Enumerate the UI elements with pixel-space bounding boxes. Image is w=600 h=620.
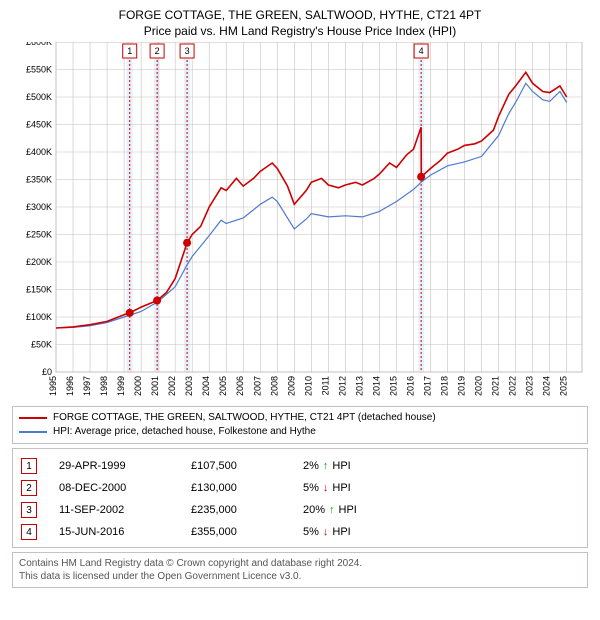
- event-price: £355,000: [191, 526, 281, 538]
- svg-text:2011: 2011: [320, 376, 330, 395]
- svg-text:2020: 2020: [474, 376, 484, 396]
- event-row: 4 15-JUN-2016 £355,000 5% ↓ HPI: [21, 521, 579, 543]
- svg-text:2: 2: [155, 46, 160, 56]
- chart-area: £0 £50K £100K £150K £200K £250K £300K £350K £400…: [10, 42, 590, 402]
- svg-text:3: 3: [185, 46, 190, 56]
- svg-text:2012: 2012: [337, 376, 347, 396]
- diff-arrow-icon: ↓: [323, 526, 329, 538]
- svg-text:2017: 2017: [422, 376, 432, 396]
- svg-text:2001: 2001: [150, 376, 160, 396]
- event-date: 29-APR-1999: [59, 460, 169, 472]
- svg-text:2005: 2005: [218, 376, 228, 396]
- svg-text:2023: 2023: [525, 376, 535, 396]
- diff-arrow-icon: ↓: [323, 482, 329, 494]
- svg-text:2013: 2013: [354, 376, 364, 396]
- svg-text:2007: 2007: [252, 376, 262, 396]
- event-diff: 2% ↑ HPI: [303, 460, 393, 472]
- svg-text:£500K: £500K: [26, 92, 52, 102]
- svg-text:£0: £0: [42, 367, 52, 377]
- footer-line-1: Contains HM Land Registry data © Crown c…: [19, 557, 581, 570]
- legend-box: FORGE COTTAGE, THE GREEN, SALTWOOD, HYTH…: [12, 406, 588, 444]
- event-number-badge: 4: [21, 524, 37, 540]
- svg-text:2019: 2019: [457, 376, 467, 396]
- legend-swatch-property: [19, 417, 47, 419]
- svg-text:2006: 2006: [235, 376, 245, 396]
- svg-text:2002: 2002: [167, 376, 177, 396]
- diff-arrow-icon: ↑: [329, 504, 335, 516]
- svg-text:2024: 2024: [542, 376, 552, 396]
- svg-text:2018: 2018: [440, 376, 450, 396]
- diff-arrow-icon: ↑: [323, 460, 329, 472]
- event-number-badge: 3: [21, 502, 37, 518]
- svg-text:£200K: £200K: [26, 257, 52, 267]
- event-price: £235,000: [191, 504, 281, 516]
- svg-text:1996: 1996: [65, 376, 75, 396]
- svg-text:1999: 1999: [116, 376, 126, 396]
- chart-svg: £0 £50K £100K £150K £200K £250K £300K £350K £400…: [10, 42, 590, 402]
- event-diff: 5% ↓ HPI: [303, 482, 393, 494]
- title-line-1: FORGE COTTAGE, THE GREEN, SALTWOOD, HYTH…: [4, 8, 596, 22]
- event-date: 15-JUN-2016: [59, 526, 169, 538]
- event-row: 3 11-SEP-2002 £235,000 20% ↑ HPI: [21, 499, 579, 521]
- svg-text:£250K: £250K: [26, 230, 52, 240]
- svg-text:1995: 1995: [48, 376, 58, 396]
- legend-row-property: FORGE COTTAGE, THE GREEN, SALTWOOD, HYTH…: [19, 411, 581, 425]
- svg-text:1: 1: [127, 46, 132, 56]
- event-number-badge: 2: [21, 480, 37, 496]
- event-row: 1 29-APR-1999 £107,500 2% ↑ HPI: [21, 455, 579, 477]
- svg-text:2010: 2010: [303, 376, 313, 396]
- legend-label-hpi: HPI: Average price, detached house, Folk…: [53, 425, 316, 439]
- svg-text:£400K: £400K: [26, 147, 52, 157]
- svg-text:£350K: £350K: [26, 175, 52, 185]
- svg-text:£150K: £150K: [26, 285, 52, 295]
- legend-swatch-hpi: [19, 431, 47, 433]
- legend-label-property: FORGE COTTAGE, THE GREEN, SALTWOOD, HYTH…: [53, 411, 436, 425]
- chart-title-block: FORGE COTTAGE, THE GREEN, SALTWOOD, HYTH…: [0, 0, 600, 42]
- svg-text:2000: 2000: [133, 376, 143, 396]
- footer-attribution: Contains HM Land Registry data © Crown c…: [12, 552, 588, 588]
- title-line-2: Price paid vs. HM Land Registry's House …: [4, 24, 596, 38]
- event-diff: 20% ↑ HPI: [303, 504, 393, 516]
- svg-text:4: 4: [419, 46, 424, 56]
- svg-text:2015: 2015: [388, 376, 398, 396]
- svg-text:2025: 2025: [559, 376, 569, 396]
- svg-text:2021: 2021: [491, 376, 501, 396]
- svg-text:2003: 2003: [184, 376, 194, 396]
- svg-text:2004: 2004: [201, 376, 211, 396]
- svg-text:£300K: £300K: [26, 202, 52, 212]
- svg-text:£600K: £600K: [26, 42, 52, 47]
- svg-text:2009: 2009: [286, 376, 296, 396]
- svg-text:1998: 1998: [99, 376, 109, 396]
- event-diff: 5% ↓ HPI: [303, 526, 393, 538]
- event-date: 11-SEP-2002: [59, 504, 169, 516]
- events-table: 1 29-APR-1999 £107,500 2% ↑ HPI 2 08-DEC-2000…: [12, 448, 588, 548]
- svg-text:2016: 2016: [405, 376, 415, 396]
- event-row: 2 08-DEC-2000 £130,000 5% ↓ HPI: [21, 477, 579, 499]
- legend-row-hpi: HPI: Average price, detached house, Folk…: [19, 425, 581, 439]
- svg-text:2022: 2022: [508, 376, 518, 396]
- footer-line-2: This data is licensed under the Open Gov…: [19, 570, 581, 583]
- event-price: £107,500: [191, 460, 281, 472]
- event-number-badge: 1: [21, 458, 37, 474]
- svg-text:£100K: £100K: [26, 312, 52, 322]
- svg-text:1997: 1997: [82, 376, 92, 396]
- svg-text:2014: 2014: [371, 376, 381, 396]
- event-price: £130,000: [191, 482, 281, 494]
- svg-text:£50K: £50K: [31, 340, 52, 350]
- svg-text:£550K: £550K: [26, 65, 52, 75]
- svg-text:£450K: £450K: [26, 120, 52, 130]
- event-date: 08-DEC-2000: [59, 482, 169, 494]
- svg-text:2008: 2008: [269, 376, 279, 396]
